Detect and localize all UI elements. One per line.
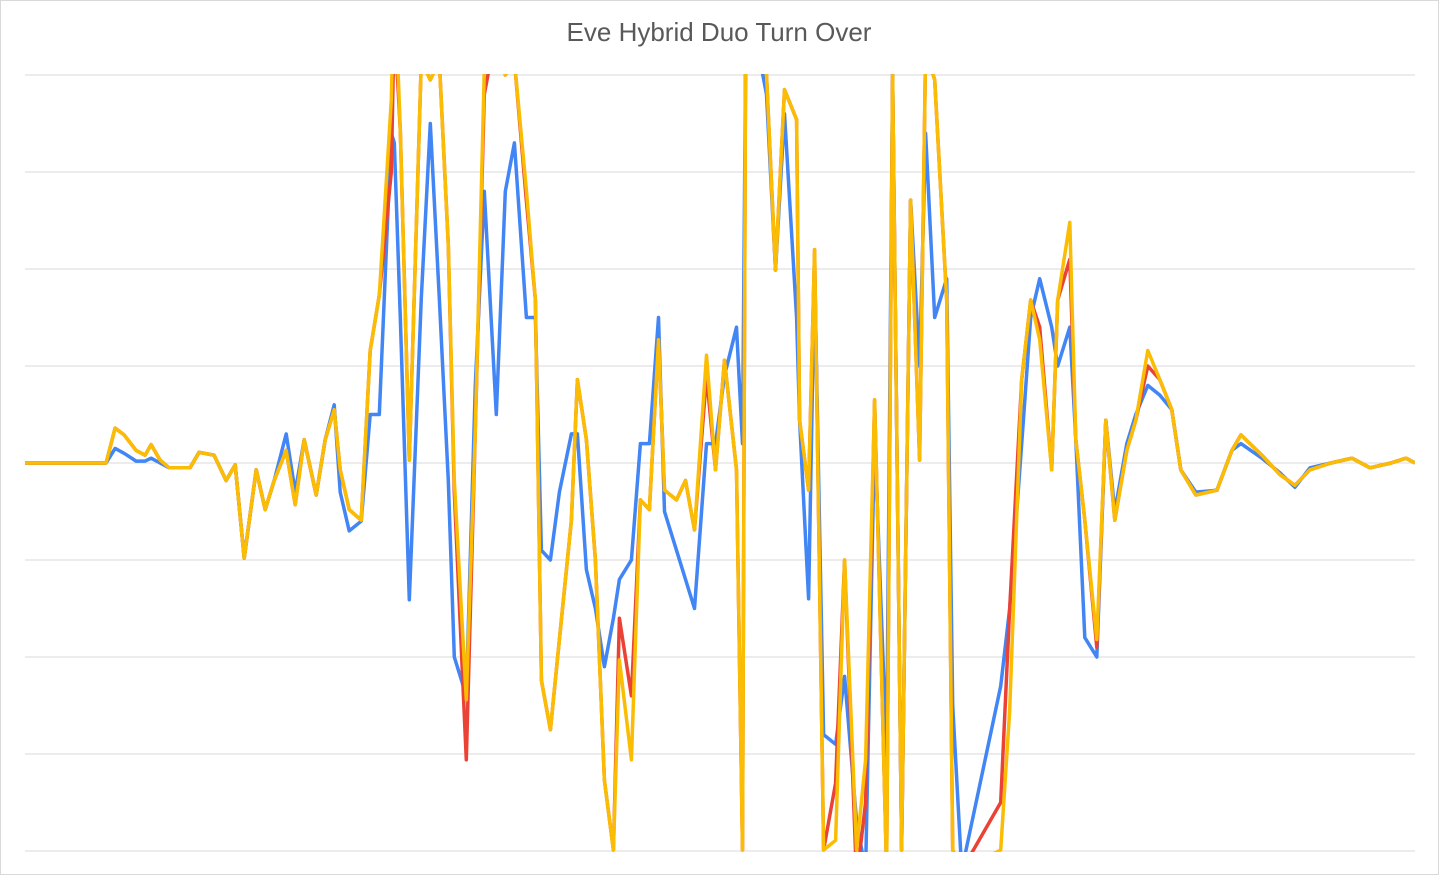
grid: [25, 74, 1415, 852]
series-line: [25, 74, 1415, 852]
chart-title: Eve Hybrid Duo Turn Over: [567, 17, 872, 47]
plot-area: [25, 74, 1415, 852]
